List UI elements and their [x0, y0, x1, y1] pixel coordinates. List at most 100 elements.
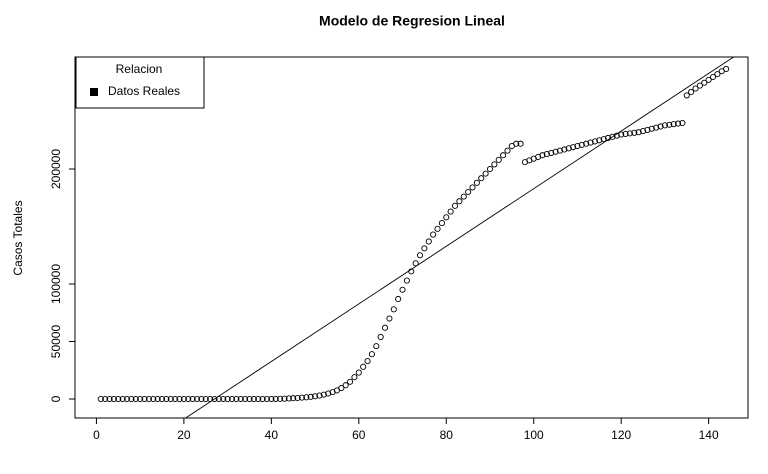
data-point [325, 390, 332, 397]
data-point [338, 385, 345, 392]
data-point [723, 65, 730, 73]
data-point [163, 395, 170, 403]
data-point [491, 161, 498, 168]
data-point [320, 391, 327, 398]
data-point [123, 395, 131, 403]
data-point [255, 395, 262, 403]
data-point [167, 395, 174, 403]
data-point [220, 395, 227, 403]
data-point [277, 395, 284, 402]
data-point [102, 395, 109, 403]
data-point [360, 363, 367, 370]
data-point [565, 145, 572, 152]
data-point [298, 394, 306, 401]
data-point [412, 260, 419, 267]
data-point [285, 395, 292, 402]
data-point [237, 395, 244, 403]
data-point [500, 152, 507, 159]
data-point [465, 188, 472, 196]
data-point [504, 147, 511, 154]
x-tick-label: 60 [352, 428, 366, 442]
data-point [176, 395, 183, 403]
data-point [250, 395, 257, 403]
data-point [714, 71, 721, 78]
data-point [469, 184, 476, 191]
data-point [688, 88, 695, 96]
data-point [386, 315, 393, 322]
data-point [570, 144, 577, 151]
legend-label: Datos Reales [108, 84, 180, 98]
data-point [119, 395, 126, 403]
x-tick-label: 0 [93, 428, 100, 442]
data-point [115, 395, 122, 403]
data-point [473, 179, 480, 186]
data-point [347, 378, 354, 385]
plot-box [74, 56, 749, 419]
legend-box [75, 56, 205, 109]
x-tick-label: 20 [177, 428, 191, 442]
legend: Relacion Datos Reales [75, 56, 205, 109]
data-point [653, 124, 660, 131]
y-tick-label: 200000 [49, 149, 63, 189]
data-point [661, 122, 668, 129]
chart-title: Modelo de Regresion Lineal [319, 13, 505, 29]
data-point [399, 286, 406, 293]
y-tick-label: 0 [49, 395, 63, 402]
data-point [451, 202, 459, 209]
data-point [193, 395, 201, 403]
data-point [307, 393, 314, 400]
legend-swatch [90, 88, 98, 96]
data-point [434, 225, 441, 232]
data-point [263, 395, 271, 403]
data-point [154, 395, 161, 403]
data-point [486, 165, 494, 173]
data-point [312, 393, 319, 400]
data-point [543, 151, 550, 158]
data-point [364, 358, 371, 365]
data-point [259, 395, 266, 403]
data-point [416, 252, 424, 259]
data-point [421, 245, 428, 252]
data-point [709, 73, 717, 81]
data-point [583, 140, 590, 147]
data-point [596, 137, 603, 144]
data-point [403, 277, 410, 284]
data-point [631, 129, 638, 136]
data-point [443, 214, 450, 221]
x-tick-label: 80 [440, 428, 454, 442]
x-tick-label: 100 [524, 428, 544, 442]
x-tick-label: 40 [265, 428, 279, 442]
data-point [303, 394, 310, 401]
data-point [373, 343, 380, 350]
data-point [342, 382, 349, 389]
data-point [224, 395, 231, 403]
data-point [517, 140, 524, 147]
data-point [622, 130, 629, 137]
data-point [574, 142, 581, 150]
data-point [189, 395, 196, 403]
data-point [438, 220, 445, 227]
data-point [587, 139, 594, 146]
data-point [281, 395, 288, 402]
data-point [106, 395, 113, 403]
data-point [556, 147, 564, 154]
data-point [110, 395, 117, 403]
data-point [351, 374, 358, 381]
data-point [268, 395, 275, 403]
data-point [635, 129, 642, 136]
data-point [430, 231, 437, 238]
data-point [132, 395, 139, 403]
data-point [381, 324, 389, 331]
data-point [456, 198, 463, 205]
data-point [395, 295, 402, 303]
data-point [202, 395, 209, 403]
regression-line [184, 57, 735, 418]
data-point [377, 333, 384, 340]
data-point [692, 85, 699, 92]
data-point [141, 395, 148, 403]
legend-title: Relacion [116, 62, 163, 76]
data-point [150, 395, 157, 403]
x-tick-label: 140 [699, 428, 719, 442]
data-point [670, 121, 677, 128]
